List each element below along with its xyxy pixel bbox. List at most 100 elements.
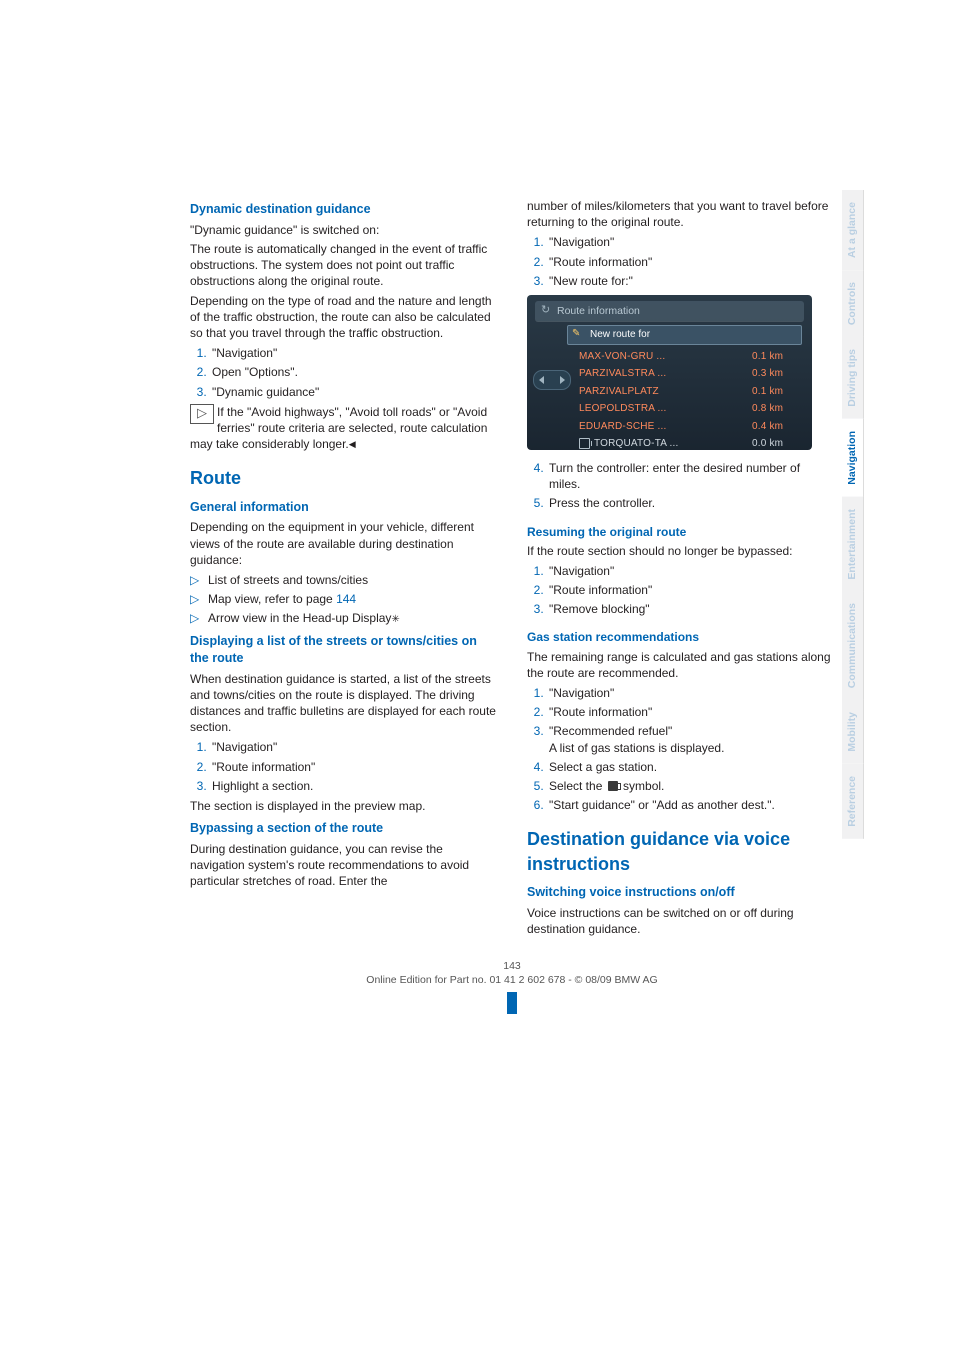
list-item: "Navigation" (210, 739, 497, 755)
tab-entertainment[interactable]: Entertainment (842, 497, 864, 592)
list-item: "Navigation" (547, 234, 834, 250)
screen-row: TORQUATO-TA ... 0.0 km (577, 435, 802, 450)
list-item: Select a gas station. (547, 759, 834, 775)
text: "Dynamic guidance" is switched on: (190, 222, 497, 238)
list-text: Select the (549, 779, 606, 793)
text: Depending on the type of road and the na… (190, 293, 497, 342)
footnote-icon (391, 611, 399, 625)
heading-dynamic: Dynamic destination guidance (190, 201, 497, 218)
list-text: Map view, refer to page (208, 592, 336, 606)
list-item: "Route information" (547, 704, 834, 720)
list-item: Arrow view in the Head-up Display (190, 610, 497, 627)
fuel-icon (579, 438, 590, 449)
list-item: "New route for:" (547, 273, 834, 289)
ordered-list: Turn the controller: enter the desired n… (527, 460, 834, 512)
ordered-list: "Navigation" "Route information" "New ro… (527, 234, 834, 289)
tab-controls[interactable]: Controls (842, 270, 864, 337)
list-item: "Navigation" (547, 685, 834, 701)
list-item: Map view, refer to page 144 (190, 591, 497, 607)
ordered-list: "Navigation" "Route information" "Remove… (527, 563, 834, 618)
text: When destination guidance is started, a … (190, 671, 497, 736)
screen-row: MAX-VON-GRU ...0.1 km (577, 348, 802, 366)
row-dist: 0.0 km (752, 437, 800, 450)
text: The remaining range is calculated and ga… (527, 649, 834, 681)
list-item: List of streets and towns/cities (190, 572, 497, 588)
footer-line: Online Edition for Part no. 01 41 2 602 … (190, 974, 834, 986)
list-item: "Dynamic guidance" (210, 384, 497, 400)
list-item: Select the symbol. (547, 778, 834, 794)
note-block: ▷ If the "Avoid highways", "Avoid toll r… (190, 404, 497, 453)
idrive-screenshot: Route information New route for MAX-VON-… (527, 295, 812, 450)
side-tabs: At a glance Controls Driving tips Naviga… (842, 190, 864, 839)
bullet-list: List of streets and towns/cities Map vie… (190, 572, 497, 627)
heading-resuming: Resuming the original route (527, 524, 834, 540)
row-label-text: TORQUATO-TA ... (594, 438, 679, 449)
row-dist: 0.8 km (752, 402, 800, 416)
left-column: Dynamic destination guidance "Dynamic gu… (190, 195, 497, 940)
list-text: A list of gas stations is displayed. (549, 741, 724, 755)
row-dist: 0.1 km (752, 385, 800, 399)
text: If the route section should no longer be… (527, 543, 834, 559)
ordered-list: "Navigation" "Route information" "Recomm… (527, 685, 834, 813)
row-dist: 0.3 km (752, 367, 800, 381)
list-item: "Recommended refuel" A list of gas statio… (547, 723, 834, 755)
list-item: "Navigation" (547, 563, 834, 579)
row-label: PARZIVALPLATZ (579, 385, 752, 399)
screen-header: Route information (535, 301, 804, 322)
screen-row: PARZIVALPLATZ0.1 km (577, 383, 802, 401)
heading-general-info: General information (190, 499, 497, 516)
list-item: Press the controller. (547, 495, 834, 511)
heading-voice: Destination guidance via voice instructi… (527, 827, 834, 876)
fuel-icon (608, 781, 618, 791)
tab-navigation[interactable]: Navigation (842, 419, 864, 497)
list-item: "Remove blocking" (547, 601, 834, 617)
row-label: MAX-VON-GRU ... (579, 350, 752, 364)
screen-list: MAX-VON-GRU ...0.1 km PARZIVALSTRA ...0.… (577, 348, 802, 450)
screen-subheader: New route for (567, 325, 802, 345)
heading-gas: Gas station recommendations (527, 629, 834, 645)
list-item: Highlight a section. (210, 778, 497, 794)
row-label: LEOPOLDSTRA ... (579, 402, 752, 416)
heading-route: Route (190, 466, 497, 490)
text: number of miles/kilometers that you want… (527, 198, 834, 230)
ordered-list: "Navigation" "Route information" Highlig… (190, 739, 497, 794)
list-item: "Route information" (547, 582, 834, 598)
screen-row: EDUARD-SCHE ...0.4 km (577, 418, 802, 436)
right-column: number of miles/kilometers that you want… (527, 195, 834, 940)
text: The route is automatically changed in th… (190, 241, 497, 290)
text: The section is displayed in the preview … (190, 798, 497, 814)
tab-driving-tips[interactable]: Driving tips (842, 337, 864, 419)
note-icon: ▷ (190, 404, 214, 424)
row-dist: 0.4 km (752, 420, 800, 434)
footer: 143 Online Edition for Part no. 01 41 2 … (190, 960, 834, 1014)
list-item: "Route information" (547, 254, 834, 270)
page-link[interactable]: 144 (336, 592, 356, 606)
list-text: "Recommended refuel" (549, 724, 672, 738)
list-item: "Route information" (210, 759, 497, 775)
text: Voice instructions can be switched on or… (527, 905, 834, 937)
heading-bypass: Bypassing a section of the route (190, 820, 497, 837)
list-item: Turn the controller: enter the desired n… (547, 460, 834, 492)
screen-row: PARZIVALSTRA ...0.3 km (577, 365, 802, 383)
tab-mobility[interactable]: Mobility (842, 700, 864, 764)
scroll-indicator-icon (533, 370, 571, 390)
page-number: 143 (190, 960, 834, 972)
row-label: TORQUATO-TA ... (579, 437, 752, 450)
screen-row: LEOPOLDSTRA ...0.8 km (577, 400, 802, 418)
footer-bar-icon (507, 992, 517, 1014)
list-text: symbol. (620, 779, 665, 793)
list-item: "Navigation" (210, 345, 497, 361)
list-item: "Start guidance" or "Add as another dest… (547, 797, 834, 813)
tab-reference[interactable]: Reference (842, 764, 864, 839)
text: During destination guidance, you can rev… (190, 841, 497, 890)
list-text: Arrow view in the Head-up Display (208, 611, 391, 625)
tab-at-a-glance[interactable]: At a glance (842, 190, 864, 270)
end-marker-icon (349, 437, 356, 451)
heading-list-streets: Displaying a list of the streets or town… (190, 633, 497, 667)
text: Depending on the equipment in your vehic… (190, 519, 497, 568)
list-item: Open "Options". (210, 364, 497, 380)
row-label: PARZIVALSTRA ... (579, 367, 752, 381)
ordered-list: "Navigation" Open "Options". "Dynamic gu… (190, 345, 497, 400)
tab-communications[interactable]: Communications (842, 591, 864, 700)
heading-switching: Switching voice instructions on/off (527, 884, 834, 901)
